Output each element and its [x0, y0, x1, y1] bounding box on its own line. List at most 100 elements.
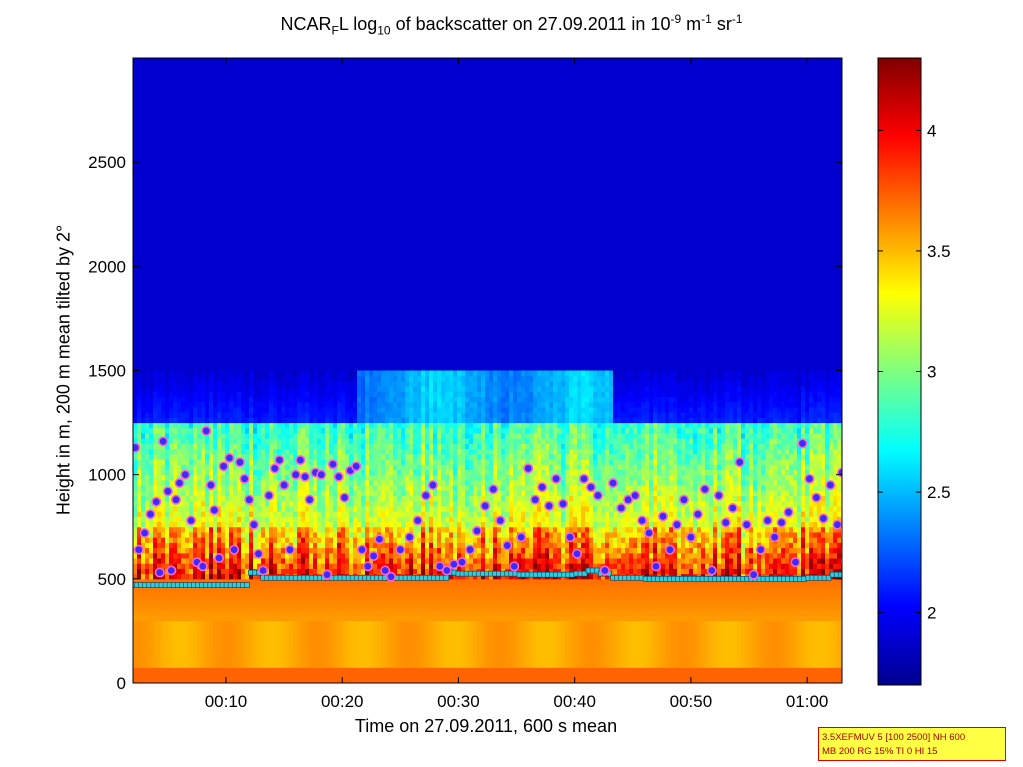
aerosol-layer-marker — [544, 500, 555, 511]
aerosol-layer-marker — [644, 527, 655, 538]
cloud-base-marker — [593, 567, 600, 574]
aerosol-layer-marker — [558, 498, 569, 509]
aerosol-layer-marker — [727, 502, 738, 513]
aerosol-layer-marker — [258, 565, 269, 576]
aerosol-layer-marker — [599, 565, 610, 576]
aerosol-layer-marker — [769, 532, 780, 543]
aerosol-layer-marker — [154, 567, 165, 578]
aerosol-layer-marker — [333, 471, 344, 482]
aerosol-layer-marker — [578, 473, 589, 484]
aerosol-layer-marker — [239, 473, 250, 484]
aerosol-layer-marker — [209, 505, 220, 516]
aerosol-layer-marker — [495, 515, 506, 526]
aerosol-layer-marker — [248, 519, 259, 530]
aerosol-layer-marker — [180, 469, 191, 480]
aerosol-layer-marker — [832, 519, 842, 530]
aerosol-layer-marker — [502, 540, 513, 551]
aerosol-layer-marker — [374, 534, 385, 545]
aerosol-layer-marker — [818, 513, 829, 524]
cloud-base-marker — [838, 571, 842, 578]
aerosol-layer-marker — [380, 565, 391, 576]
chart-title: NCARFL log10 of backscatter on 27.09.201… — [280, 12, 743, 38]
aerosol-layer-marker — [229, 544, 240, 555]
aerosol-layer-marker — [523, 463, 534, 474]
x-tick-label: 00:40 — [553, 692, 596, 711]
aerosol-layer-marker — [412, 515, 423, 526]
aerosol-layer-marker — [234, 457, 245, 468]
aerosol-layer-marker — [151, 496, 162, 507]
aerosol-layer-marker — [783, 507, 794, 518]
aerosol-layer-marker — [166, 565, 177, 576]
aerosol-layer-marker — [480, 500, 491, 511]
aerosol-layer-marker — [630, 490, 641, 501]
aerosol-layer-marker — [139, 527, 150, 538]
y-tick-label: 0 — [117, 674, 126, 693]
y-axis-label: Height in m, 200 m mean tilted by 2° — [53, 224, 74, 516]
aerosol-layer-marker — [351, 461, 362, 472]
aerosol-layer-marker — [197, 561, 208, 572]
aerosol-layer-marker — [427, 480, 438, 491]
aerosol-layer-marker — [551, 473, 562, 484]
axes: 0 500 1000 1500 2000 2500 00:10 00:20 00:30 00:40… — [88, 58, 842, 711]
aerosol-layer-marker — [699, 484, 710, 495]
aerosol-layer-marker — [748, 569, 759, 580]
aerosol-layer-marker — [706, 565, 717, 576]
aerosol-layer-marker — [592, 490, 603, 501]
aerosol-layer-marker — [825, 480, 836, 491]
aerosol-layer-marker — [465, 544, 476, 555]
cloud-base-marker — [244, 582, 250, 588]
aerosol-layer-marker — [300, 471, 311, 482]
aerosol-layer-marker — [776, 517, 787, 528]
aerosol-layer-marker — [290, 469, 301, 480]
aerosol-layer-marker — [404, 532, 415, 543]
colorbar — [877, 57, 922, 686]
aerosol-layer-marker — [274, 455, 285, 466]
aerosol-layer-marker — [269, 463, 280, 474]
aerosol-layer-marker — [420, 490, 431, 501]
aerosol-layer-marker — [322, 569, 333, 580]
x-tick-label: 00:30 — [437, 692, 480, 711]
aerosol-layer-marker — [339, 492, 350, 503]
aerosol-layer-marker — [678, 494, 689, 505]
aerosol-layer-marker — [304, 494, 315, 505]
cloud-base-marker — [825, 574, 832, 581]
aerosol-layer-marker — [565, 532, 576, 543]
aerosol-layer-marker — [456, 557, 467, 568]
aerosol-layer-marker — [671, 519, 682, 530]
x-tick-label: 00:50 — [670, 692, 713, 711]
aerosol-layer-marker — [201, 425, 212, 436]
cloud-base-marker — [443, 574, 450, 581]
colorbar-ticks: 2 2.5 3 3.5 4 — [878, 121, 951, 623]
aerosol-layer-marker — [804, 473, 815, 484]
backscatter-heatmap — [133, 58, 842, 683]
aerosol-layer-marker — [797, 438, 808, 449]
aerosol-layer-marker — [811, 492, 822, 503]
y-tick-label: 2000 — [88, 257, 126, 276]
aerosol-layer-marker — [263, 490, 274, 501]
aerosol-layer-marker — [244, 494, 255, 505]
series-overlay — [133, 425, 842, 588]
aerosol-layer-marker — [441, 565, 452, 576]
aerosol-layer-marker — [762, 515, 773, 526]
colorbar-tick-label: 2.5 — [927, 483, 951, 502]
aerosol-layer-marker — [356, 544, 367, 555]
aerosol-layer-marker — [327, 459, 338, 470]
aerosol-layer-marker — [585, 482, 596, 493]
aerosol-layer-marker — [734, 457, 745, 468]
aerosol-layer-marker — [516, 532, 527, 543]
aerosol-layer-marker — [658, 511, 669, 522]
aerosol-layer-marker — [253, 548, 264, 559]
aerosol-layer-marker — [158, 436, 169, 447]
aerosol-layer-marker — [214, 552, 225, 563]
aerosol-layer-marker — [133, 442, 141, 453]
aerosol-layer-marker — [685, 532, 696, 543]
aerosol-layer-marker — [174, 477, 185, 488]
aerosol-layer-marker — [651, 561, 662, 572]
aerosol-layer-marker — [623, 494, 634, 505]
aerosol-layer-marker — [133, 544, 144, 555]
aerosol-layer-marker — [616, 502, 627, 513]
info-line-2: MB 200 RG 15% TI 0 HI 15 — [822, 746, 938, 757]
aerosol-layer-marker — [608, 477, 619, 488]
y-tick-label: 500 — [98, 570, 126, 589]
